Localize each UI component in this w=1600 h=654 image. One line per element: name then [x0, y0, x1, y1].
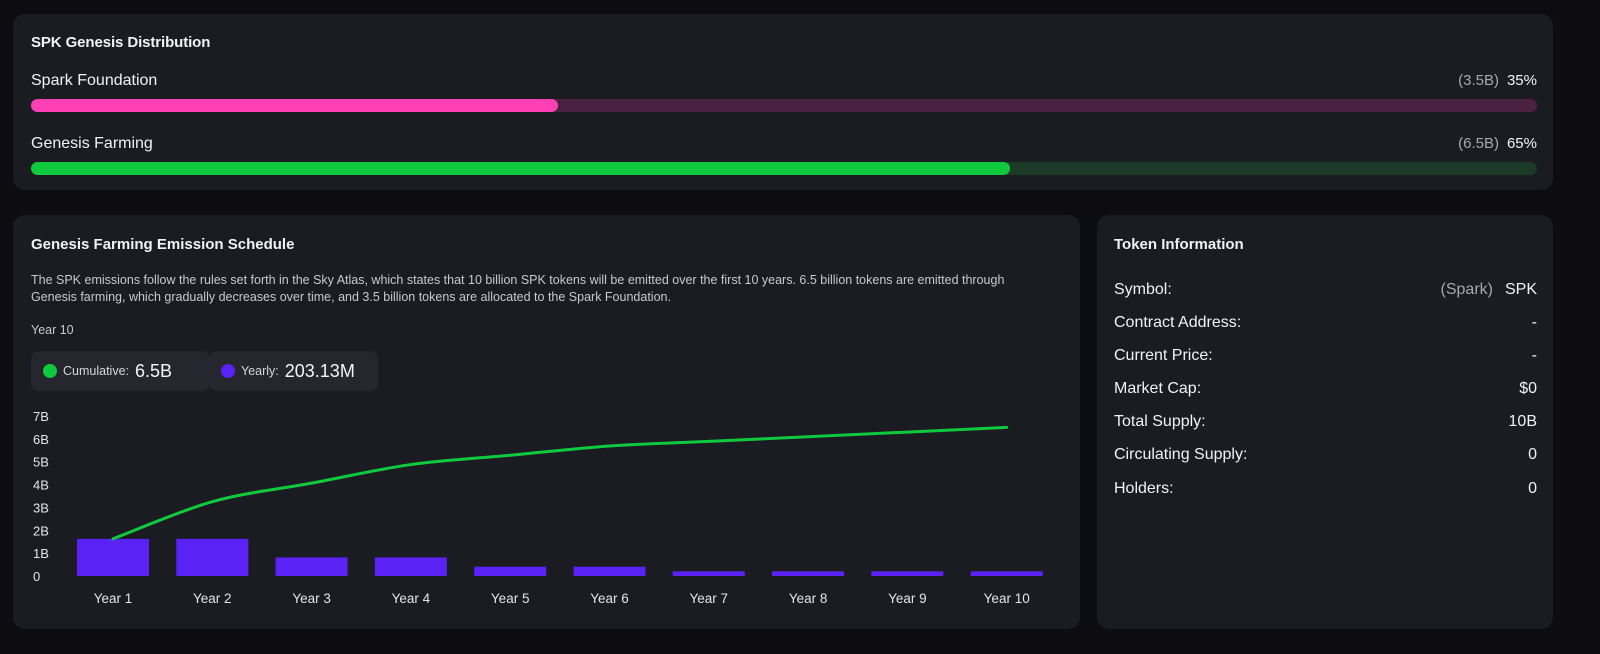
bar-year-5: [474, 566, 547, 576]
info-key: Contract Address:: [1114, 314, 1242, 331]
x-tick-label: Year 2: [193, 591, 232, 606]
y-tick-label: 6B: [33, 432, 49, 447]
y-tick-label: 3B: [33, 500, 49, 515]
yearly-value: 203.13M: [284, 360, 355, 381]
bar-year-6: [573, 566, 646, 576]
progress-fill: [31, 162, 1010, 175]
distribution-value: (3.5B) 35%: [1458, 72, 1537, 89]
info-value: -: [1531, 347, 1537, 364]
info-value: 0: [1528, 446, 1537, 463]
y-tick-label: 0: [33, 569, 40, 584]
x-tick-label: Year 3: [292, 591, 331, 606]
cumulative-line: [111, 425, 1009, 541]
x-tick-label: Year 1: [94, 591, 133, 606]
y-tick-label: 7B: [33, 409, 49, 424]
cumulative-badge: Cumulative: 6.5B: [31, 351, 210, 391]
bar-year-2: [176, 538, 249, 576]
info-key: Current Price:: [1114, 347, 1213, 364]
distribution-percent: 65%: [1506, 135, 1537, 152]
bar-year-1: [77, 538, 149, 576]
x-tick-label: Year 5: [491, 591, 530, 606]
info-sub: (Spark): [1440, 281, 1493, 298]
cumulative-value: 6.5B: [135, 360, 173, 381]
bar-year-3: [275, 557, 348, 576]
yearly-badge: Yearly: 203.13M: [209, 351, 378, 391]
progress-track: [31, 162, 1537, 175]
emission-title: Genesis Farming Emission Schedule: [31, 236, 295, 253]
emission-chart[interactable]: 0 1B 2B 3B 4B 5B 6B 7B Year 1 Year 2 Year 3 Year 4 Y…: [13, 400, 1080, 625]
x-tick-label: Year 9: [888, 591, 927, 606]
y-tick-label: 2B: [33, 523, 49, 538]
x-tick-label: Year 6: [590, 591, 629, 606]
info-value: -: [1531, 314, 1537, 331]
distribution-title: SPK Genesis Distribution: [31, 34, 211, 51]
emission-schedule-card: Genesis Farming Emission Schedule The SP…: [13, 215, 1080, 629]
y-tick-label: 1B: [33, 546, 49, 561]
info-value-text: SPK: [1504, 281, 1537, 298]
distribution-label: Genesis Farming: [31, 135, 153, 152]
info-key: Symbol:: [1114, 281, 1172, 298]
bar-year-10: [970, 571, 1043, 576]
progress-fill: [31, 99, 559, 112]
info-key: Total Supply:: [1114, 413, 1206, 430]
x-tick-label: Year 10: [984, 591, 1030, 606]
progress-track: [31, 99, 1537, 112]
x-tick-label: Year 7: [690, 591, 729, 606]
info-value: $0: [1519, 380, 1537, 397]
y-tick-label: 4B: [33, 478, 49, 493]
yearly-label: Yearly:: [241, 364, 279, 378]
cumulative-label: Cumulative:: [63, 364, 129, 378]
distribution-card: SPK Genesis Distribution Spark Foundatio…: [13, 14, 1553, 190]
distribution-value: (6.5B) 65%: [1458, 135, 1537, 152]
distribution-amount: (3.5B): [1458, 72, 1499, 89]
distribution-label: Spark Foundation: [31, 72, 158, 89]
bar-year-4: [374, 557, 447, 576]
x-tick-label: Year 8: [789, 591, 828, 606]
purple-dot-icon: [221, 364, 235, 378]
info-value: 0: [1528, 480, 1537, 497]
info-value: (Spark) SPK: [1441, 281, 1537, 299]
distribution-percent: 35%: [1506, 72, 1537, 89]
info-key: Holders:: [1114, 480, 1174, 497]
info-key: Market Cap:: [1114, 380, 1202, 397]
bar-year-7: [672, 571, 745, 576]
distribution-amount: (6.5B): [1458, 135, 1499, 152]
info-value: 10B: [1508, 413, 1537, 430]
bar-year-8: [772, 571, 845, 576]
x-tick-label: Year 4: [392, 591, 431, 606]
bar-year-9: [871, 571, 944, 576]
info-key: Circulating Supply:: [1114, 446, 1248, 463]
selected-year-label: Year 10: [31, 323, 74, 337]
green-dot-icon: [43, 364, 57, 378]
token-info-card: Token Information Symbol: (Spark) SPK Con…: [1097, 215, 1553, 629]
token-info-title: Token Information: [1114, 236, 1244, 253]
y-tick-label: 5B: [33, 455, 49, 470]
emission-description: The SPK emissions follow the rules set f…: [31, 273, 1005, 304]
